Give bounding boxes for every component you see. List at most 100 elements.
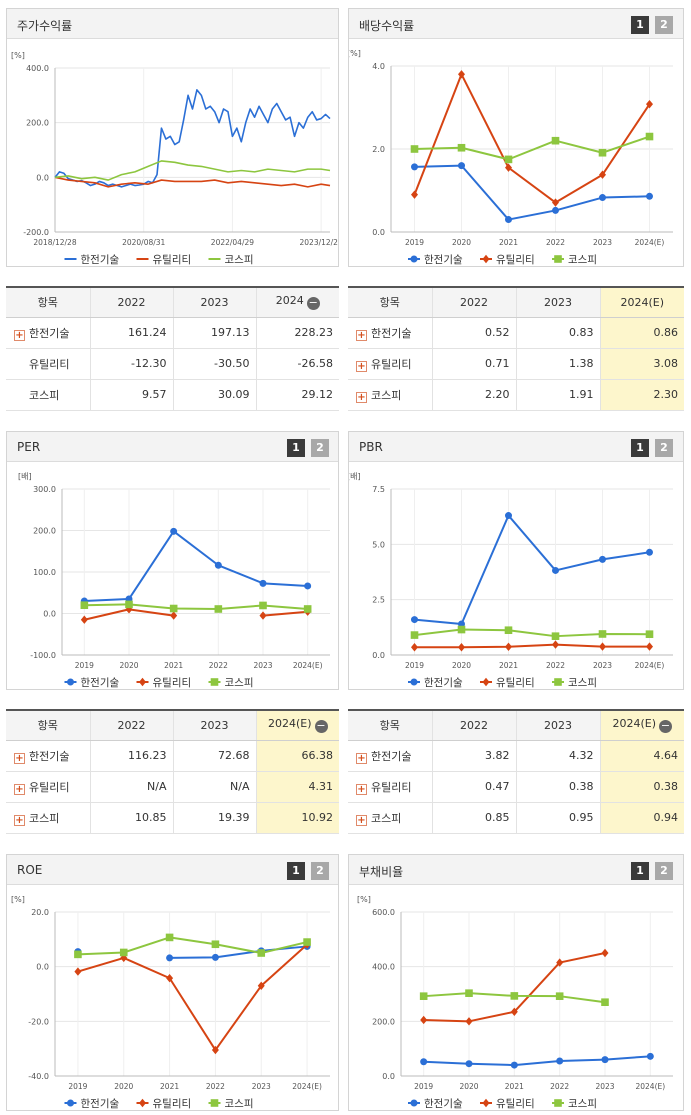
cell: -26.58 [255, 348, 339, 380]
data-point-2 [80, 615, 88, 624]
data-point-3 [410, 145, 419, 153]
data-point-3 [555, 992, 564, 1000]
panel-title: ROE [17, 863, 43, 877]
cell: 72.68 [172, 740, 256, 772]
x-tick-label: 2022 [209, 661, 228, 670]
data-point-1 [505, 216, 512, 224]
expand-plus-icon[interactable]: + [356, 329, 367, 341]
expand-plus-icon[interactable]: + [356, 752, 367, 764]
panel-header: PBR 1 2 [349, 432, 683, 462]
y-tick-label: 0.0 [382, 1072, 395, 1081]
tab-2[interactable]: 2 [655, 16, 673, 34]
expand-plus-icon[interactable]: + [356, 783, 367, 795]
panel-stock-return: 주가수익률 [%] 400.0 200.0 0.0 -200.0 2018/12/28 20… [6, 8, 339, 267]
legend-label: 한전기술 [81, 1098, 120, 1110]
cell: 10.85 [89, 802, 173, 834]
legend-label: 코스피 [568, 1098, 597, 1110]
expand-plus-icon[interactable]: + [356, 391, 367, 403]
tab-2[interactable]: 2 [311, 862, 329, 880]
y-tick-label: -100.0 [30, 651, 56, 660]
legend-marker-3 [210, 1099, 219, 1107]
data-point-1 [214, 561, 222, 569]
data-point-1 [552, 206, 559, 214]
data-point-1 [304, 582, 312, 590]
y-tick-label: 5.0 [372, 540, 385, 549]
data-point-1 [505, 512, 512, 520]
top-strip [0, 0, 691, 5]
data-point-2 [601, 948, 609, 958]
data-point-2 [465, 1017, 473, 1026]
expand-plus-icon[interactable]: + [14, 329, 25, 341]
data-point-1 [420, 1058, 428, 1066]
legend-label: 코스피 [225, 677, 254, 689]
table-row: + 한전기술 116.23 72.68 66.38 [6, 740, 339, 772]
x-tick-label: 2023 [253, 661, 272, 670]
collapse-icon[interactable]: − [314, 719, 328, 734]
cell: 3.82 [431, 740, 516, 772]
x-tick-label: 2021 [505, 1082, 524, 1091]
panel-dividend-yield: 배당수익률 1 2 [%] 4.0 2.0 0.0 2019 2020 2021 2022 20… [348, 8, 684, 267]
chart-dividend-yield: [%] 4.0 2.0 0.0 2019 2020 2021 2022 2023 2024(E) 한… [349, 49, 673, 266]
x-tick-label: 2023 [595, 1082, 614, 1091]
data-point-3 [80, 601, 89, 609]
legend-marker-1 [67, 1099, 74, 1107]
cell: 228.23 [255, 317, 339, 349]
tab-1[interactable]: 1 [287, 862, 305, 880]
y-tick-label: 0.0 [372, 228, 385, 237]
data-point-2 [646, 99, 653, 109]
table-row: + 코스피 2.20 1.91 2.30 [348, 379, 684, 411]
x-tick-label: 2020 [114, 1082, 133, 1091]
row-label: + 한전기술 [348, 740, 432, 772]
data-point-2 [505, 163, 512, 172]
data-point-1 [556, 1057, 564, 1065]
expand-plus-icon[interactable]: + [356, 360, 367, 372]
expand-plus-icon[interactable]: + [14, 752, 25, 764]
series-line-3 [54, 160, 331, 181]
tab-1[interactable]: 1 [631, 439, 649, 457]
unit-label: [배] [349, 472, 361, 481]
y-tick-label: 200.0 [372, 1017, 395, 1026]
chart-debt-ratio: [%]600.0 400.0 200.0 0.0 2019 2020 2021 2022 202… [357, 895, 673, 1110]
legend-marker-3 [210, 678, 219, 686]
x-tick-label: 2023/12/28 [300, 238, 338, 247]
tab-2[interactable]: 2 [311, 439, 329, 457]
row-label: 유틸리티 [6, 348, 90, 380]
tab-2[interactable]: 2 [655, 862, 673, 880]
y-tick-label: 200.0 [26, 119, 49, 128]
expand-plus-icon[interactable]: + [14, 814, 25, 826]
y-tick-label: -40.0 [28, 1072, 49, 1081]
data-point-2 [552, 640, 559, 649]
collapse-icon[interactable]: − [306, 296, 320, 311]
tab-1[interactable]: 1 [631, 16, 649, 34]
tab-2[interactable]: 2 [655, 439, 673, 457]
series-line-1 [84, 530, 308, 603]
legend-marker-3 [554, 1099, 562, 1107]
y-tick-label: 0.0 [36, 963, 49, 972]
panel-title: PER [17, 440, 41, 454]
col-header: 항목 [6, 710, 90, 741]
col-header: 2022 [431, 710, 516, 741]
collapse-icon[interactable]: − [659, 719, 673, 734]
row-label: 코스피 [6, 379, 90, 411]
data-point-3 [257, 949, 266, 957]
y-tick-label: 2.5 [372, 596, 385, 605]
tab-1[interactable]: 1 [287, 439, 305, 457]
tab-1[interactable]: 1 [631, 862, 649, 880]
panel-header: PER 1 2 [7, 432, 338, 462]
panel-header: 부채비율 1 2 [349, 855, 683, 885]
data-point-3 [259, 601, 267, 610]
panel-title: 배당수익률 [359, 19, 415, 33]
cell: 4.32 [515, 740, 600, 772]
table-row: + 한전기술 0.52 0.83 0.86 [348, 317, 684, 349]
expand-plus-icon[interactable]: + [14, 783, 25, 795]
series-line-1 [414, 514, 650, 626]
table-row: + 유틸리티 0.47 0.38 0.38 [348, 771, 684, 803]
cell: 1.38 [515, 348, 600, 380]
panel-roe: ROE 1 2 [%] 20.0 0.0 -20.0 -40.0 2019 2020 2021… [6, 854, 339, 1111]
x-tick-label: 2022/04/29 [211, 238, 254, 247]
cell: N/A [89, 771, 173, 803]
x-tick-label: 2022 [206, 1082, 225, 1091]
expand-plus-icon[interactable]: + [356, 814, 367, 826]
table-per: 항목 2022 2023 2024(E) − + 한전기술 116.23 72.68… [6, 709, 339, 834]
